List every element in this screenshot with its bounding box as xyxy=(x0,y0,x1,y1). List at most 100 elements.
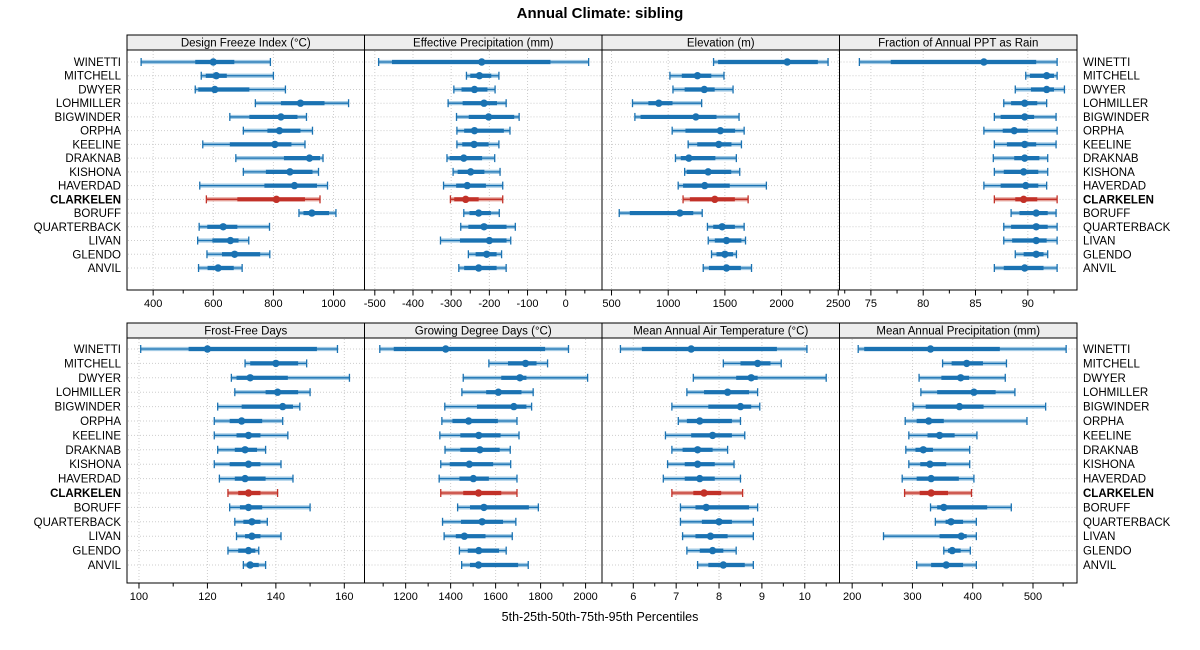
percentile-row-boruff xyxy=(229,503,311,512)
median-dot xyxy=(478,58,486,66)
median-dot xyxy=(1020,154,1029,162)
percentile-row-lohmiller xyxy=(447,99,507,108)
percentile-row-draknab xyxy=(446,154,496,163)
median-dot xyxy=(465,460,474,468)
axis-tick-label: 9 xyxy=(759,591,765,603)
percentile-row-winetti xyxy=(140,345,339,353)
panel-strip-title: Growing Degree Days (°C) xyxy=(415,326,552,338)
median-dot xyxy=(203,345,212,353)
percentile-row-livan xyxy=(1003,236,1058,245)
percentile-row-livan xyxy=(439,236,512,245)
median-dot xyxy=(480,223,488,231)
median-dot xyxy=(244,460,253,468)
axis-tick-label: 1000 xyxy=(321,298,345,310)
station-label-left-boruff-r1: BORUFF xyxy=(74,502,121,514)
median-dot xyxy=(211,85,219,94)
station-label-right-livan-r1: LIVAN xyxy=(1083,531,1115,543)
station-label-right-anvil-r1: ANVIL xyxy=(1083,560,1117,572)
median-dot xyxy=(290,181,299,190)
panel-box xyxy=(601,337,840,584)
panel-elevation-m: Elevation (m) 500 1000 1500 2000 2500 xyxy=(601,34,850,310)
percentile-row-quarterback xyxy=(441,517,517,526)
median-dot xyxy=(942,561,950,569)
median-dot xyxy=(279,402,287,411)
percentile-row-bigwinder xyxy=(455,112,520,121)
station-label-right-keeline-r1: KEELINE xyxy=(1083,430,1132,442)
median-dot xyxy=(214,264,222,272)
median-dot xyxy=(464,417,473,425)
station-label-right-draknab-r0: DRAKNAB xyxy=(1083,153,1139,165)
percentile-row-draknab xyxy=(235,154,324,163)
percentile-row-haverdad xyxy=(218,474,294,483)
percentile-row-orpha xyxy=(441,417,518,425)
percentile-row-livan xyxy=(443,532,513,541)
station-label-right-anvil-r0: ANVIL xyxy=(1083,263,1117,275)
station-label-right-boruff-r0: BORUFF xyxy=(1083,208,1130,220)
median-dot xyxy=(1019,168,1028,176)
percentile-row-glendo xyxy=(943,546,971,555)
station-label-right-lohmiller-r1: LOHMILLER xyxy=(1083,387,1148,399)
median-dot xyxy=(521,359,530,368)
median-dot xyxy=(478,518,486,526)
percentile-row-keeline xyxy=(908,431,978,440)
station-label-left-keeline-r0: KEELINE xyxy=(72,139,121,151)
median-dot xyxy=(474,209,483,217)
median-dot xyxy=(510,402,518,411)
median-dot xyxy=(693,460,702,468)
axis-tick-label: 200 xyxy=(843,591,861,603)
median-dot xyxy=(935,431,944,440)
percentile-row-livan xyxy=(235,532,282,541)
percentile-row-quarterback xyxy=(198,222,271,231)
station-label-right-haverdad-r0: HAVERDAD xyxy=(1083,181,1146,193)
percentile-row-winetti xyxy=(140,58,272,66)
percentile-row-anvil xyxy=(461,561,529,569)
axis-tick-label: 80 xyxy=(917,298,929,310)
station-label-left-haverdad-r0: HAVERDAD xyxy=(58,181,121,193)
station-label-right-quarterback-r1: QUARTERBACK xyxy=(1083,517,1171,529)
median-dot xyxy=(716,126,725,135)
station-label-left-orpha-r0: ORPHA xyxy=(80,126,121,138)
percentile-row-glendo xyxy=(686,546,737,555)
station-label-left-bigwinder-r1: BIGWINDER xyxy=(55,402,121,414)
median-dot xyxy=(696,474,704,483)
axis-tick-label: 0 xyxy=(563,298,569,310)
median-dot xyxy=(271,140,279,149)
panel-box xyxy=(839,337,1078,584)
median-dot xyxy=(516,374,524,382)
percentile-row-draknab xyxy=(671,445,729,454)
percentile-row-mitchell xyxy=(941,359,1008,368)
median-dot xyxy=(308,209,316,217)
page-title: Annual Climate: sibling xyxy=(516,5,684,22)
axis-tick-label: -400 xyxy=(402,298,424,310)
percentile-row-quarterback xyxy=(460,222,516,231)
station-label-right-orpha-r1: ORPHA xyxy=(1083,416,1124,428)
median-dot xyxy=(721,250,729,258)
percentile-row-bigwinder xyxy=(229,112,308,121)
median-dot xyxy=(956,374,965,382)
station-label-left-draknab-r0: DRAKNAB xyxy=(65,153,121,165)
station-label-left-quarterback-r0: QUARTERBACK xyxy=(34,222,122,234)
panel-mean-annual-precipitation-mm: Mean Annual Precipitation (mm) 200 300 400 5… xyxy=(839,322,1078,603)
station-label-left-orpha-r1: ORPHA xyxy=(80,416,121,428)
station-label-left-draknab-r1: DRAKNAB xyxy=(65,445,121,457)
percentile-row-boruff xyxy=(456,503,540,512)
station-label-right-clarkelen-r1: CLARKELEN xyxy=(1083,488,1154,500)
median-dot xyxy=(286,168,294,176)
station-label-right-orpha-r0: ORPHA xyxy=(1083,126,1124,138)
percentile-row-bigwinder xyxy=(217,402,301,411)
median-dot xyxy=(480,503,488,512)
axis-tick-label: 300 xyxy=(903,591,921,603)
median-dot xyxy=(711,195,719,204)
median-dot xyxy=(460,154,468,162)
percentile-row-bigwinder xyxy=(634,112,740,121)
percentile-row-anvil xyxy=(993,264,1058,272)
median-dot xyxy=(482,250,491,258)
axis-tick-label: 800 xyxy=(264,298,282,310)
panel-growing-degree-days-c: Growing Degree Days (°C) 1200 1400 1600 1800… xyxy=(364,322,603,603)
percentile-row-clarkelen xyxy=(671,489,744,497)
axis-tick-label: 75 xyxy=(865,298,877,310)
station-label-right-mitchell-r0: MITCHELL xyxy=(1083,71,1140,83)
axis-tick-label: 1500 xyxy=(713,298,737,310)
median-dot xyxy=(1032,223,1040,231)
